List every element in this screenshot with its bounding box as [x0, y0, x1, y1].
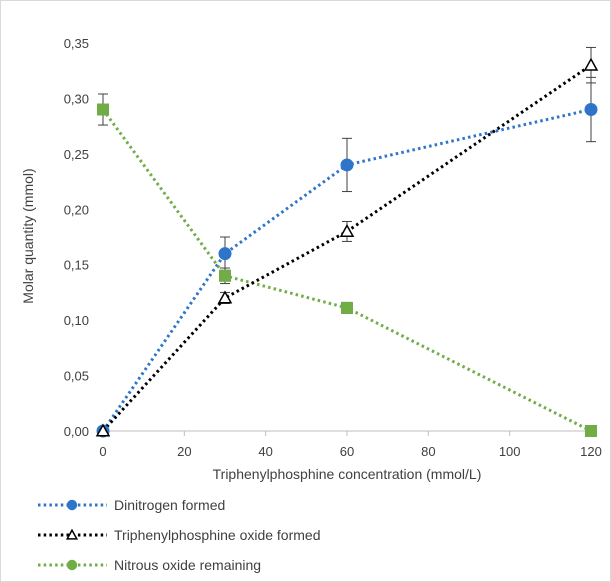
- x-axis-title: Triphenylphosphine concentration (mmol/L…: [213, 466, 482, 482]
- legend-marker: [65, 528, 79, 540]
- legend-label: Dinitrogen formed: [114, 497, 225, 513]
- y-tick-label: 0,05: [64, 369, 89, 384]
- series-line: [101, 108, 592, 432]
- data-point: [218, 247, 232, 261]
- data-point: [95, 423, 111, 437]
- data-point: [339, 223, 355, 238]
- x-tick-label: 60: [340, 444, 354, 459]
- y-tick-label: 0,25: [64, 147, 89, 162]
- series-line: [101, 63, 592, 433]
- y-tick-label: 0,15: [64, 258, 89, 273]
- y-axis-title: Molar quantity (mmol): [20, 168, 36, 303]
- legend-label: Triphenylphosphine oxide formed: [114, 527, 321, 543]
- data-point: [217, 290, 233, 304]
- y-tick-label: 0,00: [64, 424, 89, 439]
- axes: 0,00 0,05 0,10 0,15 0,20 0,25 0,30 0,35 0 20 40 60 8…: [64, 36, 602, 459]
- x-tick-label: 40: [258, 444, 272, 459]
- error-bars: [98, 46, 596, 314]
- series-line: [101, 108, 592, 433]
- data-point: [341, 301, 353, 314]
- x-tick-label: 20: [177, 444, 191, 459]
- data-point: [585, 425, 597, 437]
- series-lines: [101, 63, 592, 433]
- y-tick-label: 0,35: [64, 36, 89, 51]
- y-tick-label: 0,30: [64, 91, 89, 106]
- data-point: [340, 158, 354, 172]
- legend-marker: [66, 559, 78, 571]
- x-tick-label: 0: [99, 444, 106, 459]
- x-tick-label: 100: [499, 444, 521, 459]
- data-point: [219, 269, 231, 282]
- legend: Dinitrogen formed Triphenylphosphine oxid…: [38, 497, 321, 573]
- data-markers: [95, 57, 599, 438]
- data-point: [584, 103, 598, 117]
- legend-marker: [66, 499, 78, 511]
- y-tick-label: 0,10: [64, 313, 89, 328]
- y-tick-label: 0,20: [64, 202, 89, 217]
- legend-label: Nitrous oxide remaining: [114, 557, 261, 573]
- data-point: [97, 103, 109, 116]
- x-tick-label: 80: [421, 444, 435, 459]
- x-tick-label: 120: [580, 444, 602, 459]
- data-point: [583, 57, 599, 71]
